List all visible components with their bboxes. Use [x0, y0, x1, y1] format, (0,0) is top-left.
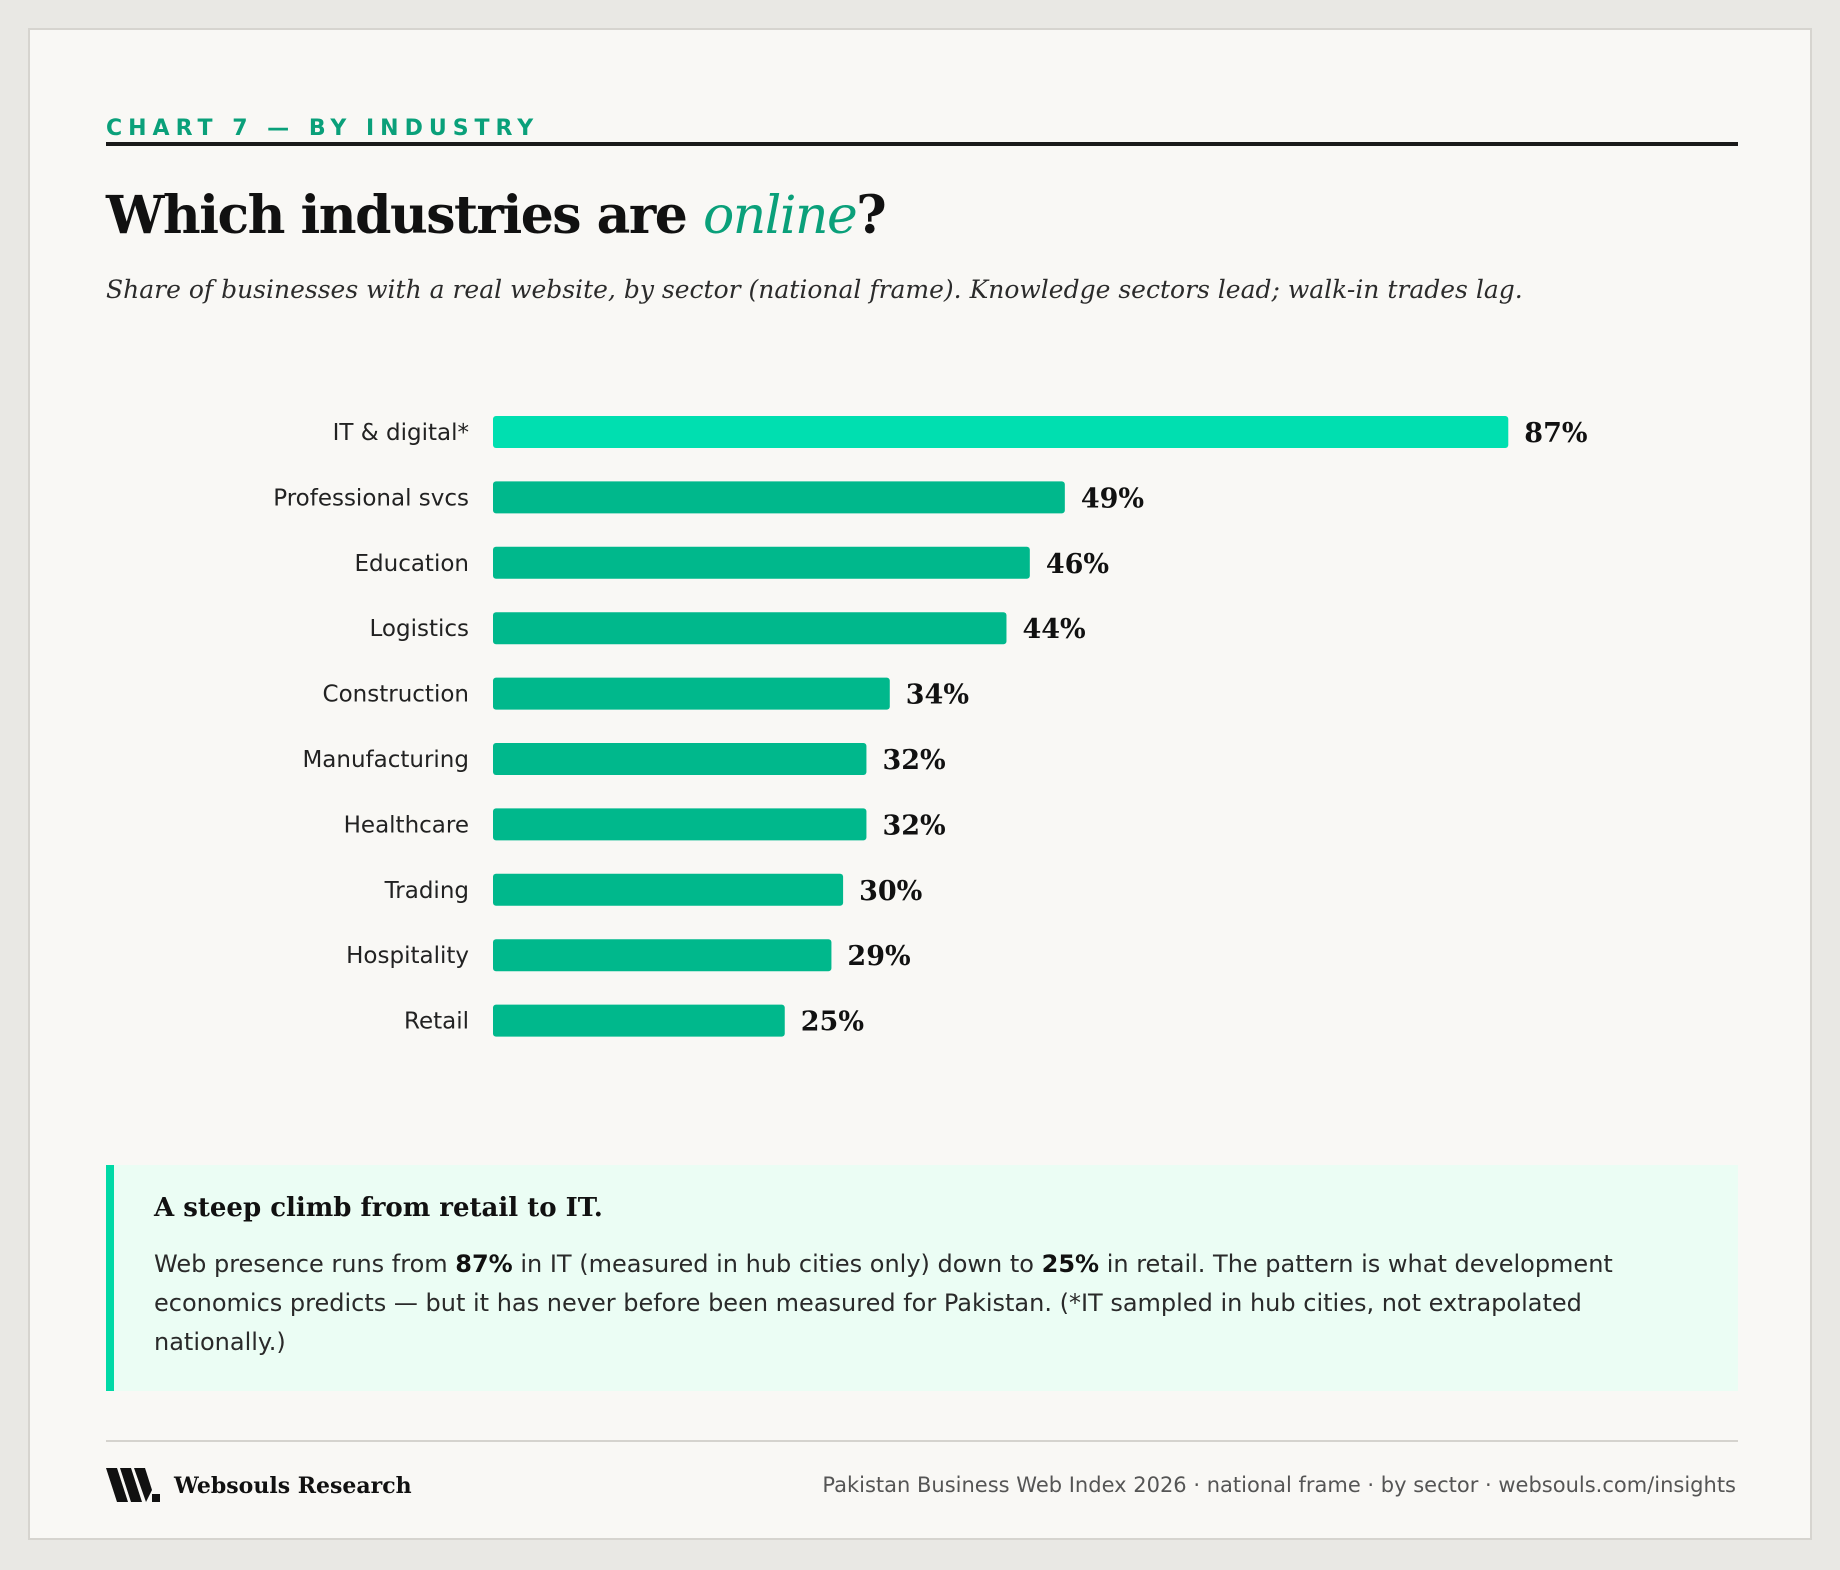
value-label: 87% [1524, 418, 1587, 449]
callout-text-3: in retail. The pattern is what developme… [154, 1250, 1613, 1356]
insight-callout: A steep climb from retail to IT. Web pre… [106, 1165, 1738, 1391]
category-label: Trading [384, 878, 469, 904]
value-label: 34% [906, 680, 969, 711]
bar [493, 939, 832, 972]
value-label: 46% [1046, 549, 1109, 580]
value-label: 29% [847, 941, 910, 972]
category-label: Construction [323, 682, 469, 708]
callout-value-low: 25% [1041, 1250, 1100, 1278]
bar [493, 677, 890, 710]
callout-text-1: Web presence runs from [154, 1250, 456, 1278]
value-label: 44% [1022, 614, 1085, 645]
bar [493, 743, 867, 775]
callout-value-high: 87% [455, 1250, 513, 1278]
category-label: Professional svcs [273, 485, 469, 511]
bar [493, 873, 844, 906]
chart-title: Which industries are online? [106, 185, 887, 246]
title-suffix: ? [856, 185, 886, 246]
bar [493, 546, 1030, 579]
bar [493, 808, 867, 841]
value-label: 32% [882, 745, 945, 776]
bar-chart: IT & digital* 87% Professional svcs 49% Educ… [273, 416, 1588, 1038]
footer-meta: Pakistan Business Web Index 2026 · natio… [822, 1473, 1736, 1497]
category-label: Logistics [370, 616, 470, 642]
callout-body: Web presence runs from 87% in IT (measur… [154, 1245, 1714, 1362]
category-label: IT & digital* [333, 420, 469, 446]
footer-rule [106, 1440, 1738, 1442]
callout-heading: A steep climb from retail to IT. [154, 1193, 603, 1223]
chart-card: CHART 7 — BY INDUSTRY Which industries a… [28, 28, 1812, 1540]
category-label: Education [354, 551, 469, 577]
title-highlight: online [702, 186, 858, 246]
brand-name: Websouls Research [174, 1473, 412, 1499]
callout-text-2: in IT (measured in hub cities only) down… [512, 1250, 1042, 1278]
chart-kicker: CHART 7 — BY INDUSTRY [106, 116, 540, 141]
category-label: Retail [404, 1009, 469, 1035]
category-label: Manufacturing [302, 747, 469, 773]
value-label: 49% [1081, 483, 1144, 514]
title-prefix: Which industries are [106, 185, 703, 246]
value-label: 30% [859, 876, 922, 907]
bar [493, 1004, 785, 1037]
category-label: Healthcare [344, 812, 469, 838]
value-label: 25% [801, 1007, 864, 1038]
bar [493, 416, 1509, 448]
category-label: Hospitality [346, 943, 469, 969]
header-rule [106, 142, 1738, 146]
value-label: 32% [882, 810, 945, 841]
chart-subtitle: Share of businesses with a real website,… [106, 275, 1523, 304]
bar [493, 612, 1007, 645]
websouls-logo-icon [106, 1468, 160, 1502]
bar [493, 481, 1065, 514]
